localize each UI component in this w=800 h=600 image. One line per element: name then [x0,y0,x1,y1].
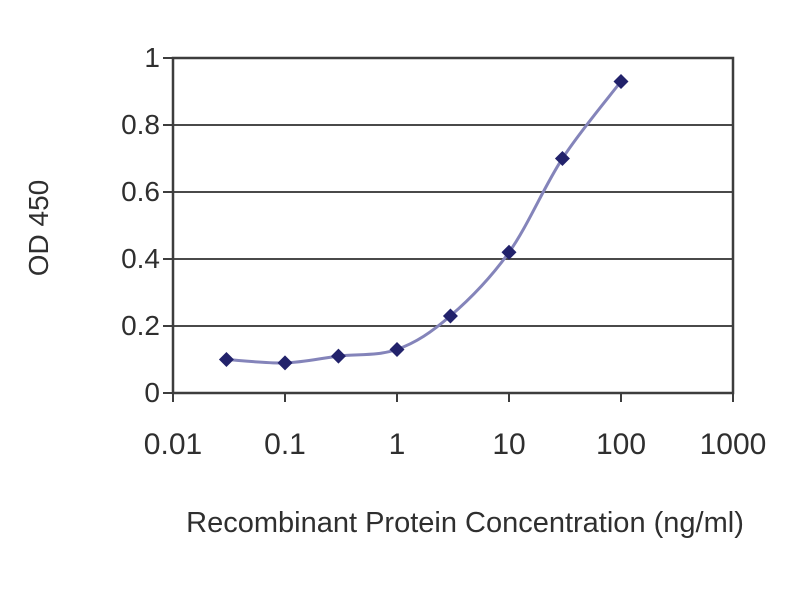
y-tick-label: 0 [144,377,160,408]
y-tick-label: 0.6 [121,176,160,207]
x-tick-label: 1000 [699,428,767,461]
y-tick-label: 0.4 [121,243,160,274]
data-point-marker [501,244,517,260]
data-point-marker [277,355,293,371]
data-point-marker [442,308,458,324]
plot-frame [171,56,735,395]
y-tick-label: 1 [144,42,160,73]
x-axis-title: Recombinant Protein Concentration (ng/ml… [186,507,744,539]
x-tick-label: 0.1 [264,428,306,461]
x-tick-label: 0.01 [143,428,203,461]
series-line [226,80,623,365]
data-point-marker [218,352,234,367]
y-tick-label: 0.8 [121,109,160,140]
x-tick-label: 100 [595,428,647,461]
x-tick-label: 10 [492,428,526,461]
data-point-marker [389,341,405,357]
y-tick-label: 0.2 [121,310,160,341]
x-tick-label: 1 [388,428,406,461]
data-point-marker [330,348,346,364]
data-point-marker [613,73,629,89]
y-axis-title: OD 450 [23,179,54,277]
data-point-marker [554,151,570,166]
